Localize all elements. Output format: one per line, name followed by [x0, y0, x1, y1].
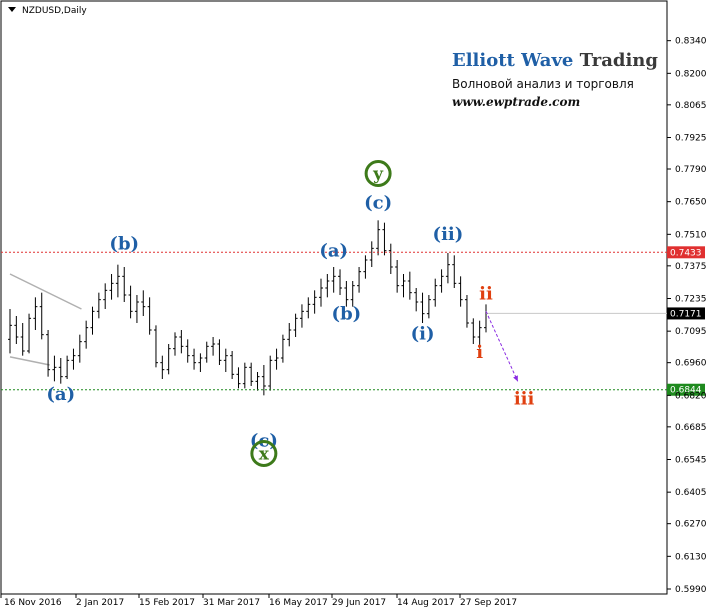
- x-tick-label: 16 May 2017: [269, 598, 328, 608]
- current-price-tag: [667, 307, 705, 320]
- y-tick-label: 0.6130: [675, 552, 707, 562]
- y-tick-label: 0.7375: [675, 262, 707, 272]
- wave-label: (c): [364, 193, 392, 214]
- x-tick-label: 16 Nov 2016: [4, 598, 62, 608]
- brand-url: www.ewptrade.com: [452, 95, 581, 109]
- x-tick-label: 2 Jan 2017: [76, 598, 124, 608]
- wave-label: x: [259, 445, 270, 465]
- y-tick-label: 0.7650: [675, 198, 707, 208]
- x-tick-label: 14 Aug 2017: [397, 598, 455, 608]
- level-price-tag: [667, 383, 705, 396]
- y-tick-label: 0.8200: [675, 69, 707, 79]
- y-tick-label: 0.6405: [675, 488, 707, 498]
- wave-degree-circle: [364, 160, 392, 187]
- y-tick-label: 0.7790: [675, 165, 707, 175]
- symbol-dropdown-icon[interactable]: [8, 7, 16, 12]
- y-tick-label: 0.7095: [675, 327, 707, 337]
- projection-line: [485, 311, 519, 382]
- x-tick-label: 15 Feb 2017: [139, 598, 195, 608]
- y-tick-label: 0.6960: [675, 359, 707, 369]
- level-price-label: 0.6844: [670, 386, 702, 396]
- level-price-label: 0.7433: [670, 248, 702, 258]
- wave-label: i: [476, 342, 483, 363]
- y-tick-label: 0.7235: [675, 295, 707, 305]
- brand-block: Elliott Wave Trading Волновой анализ и т…: [452, 50, 658, 109]
- wave-label: (a): [46, 384, 75, 405]
- y-tick-label: 0.8340: [675, 37, 707, 47]
- x-tick-label: 29 Jun 2017: [332, 598, 386, 608]
- wave-degree-circle: [250, 440, 278, 467]
- brand-subtitle: Волновой анализ и торговля: [452, 77, 634, 91]
- wave-label: (a): [319, 241, 348, 262]
- y-tick-label: 0.7510: [675, 230, 707, 240]
- x-tick-label: 31 Mar 2017: [203, 598, 260, 608]
- x-tick-label: 27 Sep 2017: [460, 598, 517, 608]
- brand-title: Elliott Wave Trading: [452, 50, 658, 71]
- wave-label: (b): [332, 304, 362, 325]
- y-tick-label: 0.6820: [675, 391, 707, 401]
- projection-arrowhead: [513, 375, 518, 382]
- y-tick-label: 0.6270: [675, 520, 707, 530]
- y-tick-label: 0.6545: [675, 456, 707, 466]
- y-tick-label: 0.8065: [675, 101, 707, 111]
- wave-label: iii: [514, 389, 535, 410]
- wave-label: (b): [109, 234, 139, 255]
- brand-title-part2: Trading: [579, 50, 658, 71]
- level-price-tag: [667, 246, 705, 259]
- current-price-label: 0.7171: [670, 309, 702, 319]
- brand-title-part1: Elliott Wave: [452, 50, 574, 71]
- wave-label: (ii): [433, 224, 464, 245]
- wave-label: (i): [411, 323, 435, 344]
- wave-label: ii: [479, 284, 493, 305]
- y-tick-label: 0.6685: [675, 423, 707, 433]
- y-tick-label: 0.7925: [675, 134, 707, 144]
- channel-line: [9, 356, 50, 366]
- y-tick-label: 0.5990: [675, 585, 707, 595]
- wave-label: y: [372, 165, 384, 185]
- channel-line: [9, 273, 82, 310]
- chart-title: NZDUSD,Daily: [22, 6, 87, 16]
